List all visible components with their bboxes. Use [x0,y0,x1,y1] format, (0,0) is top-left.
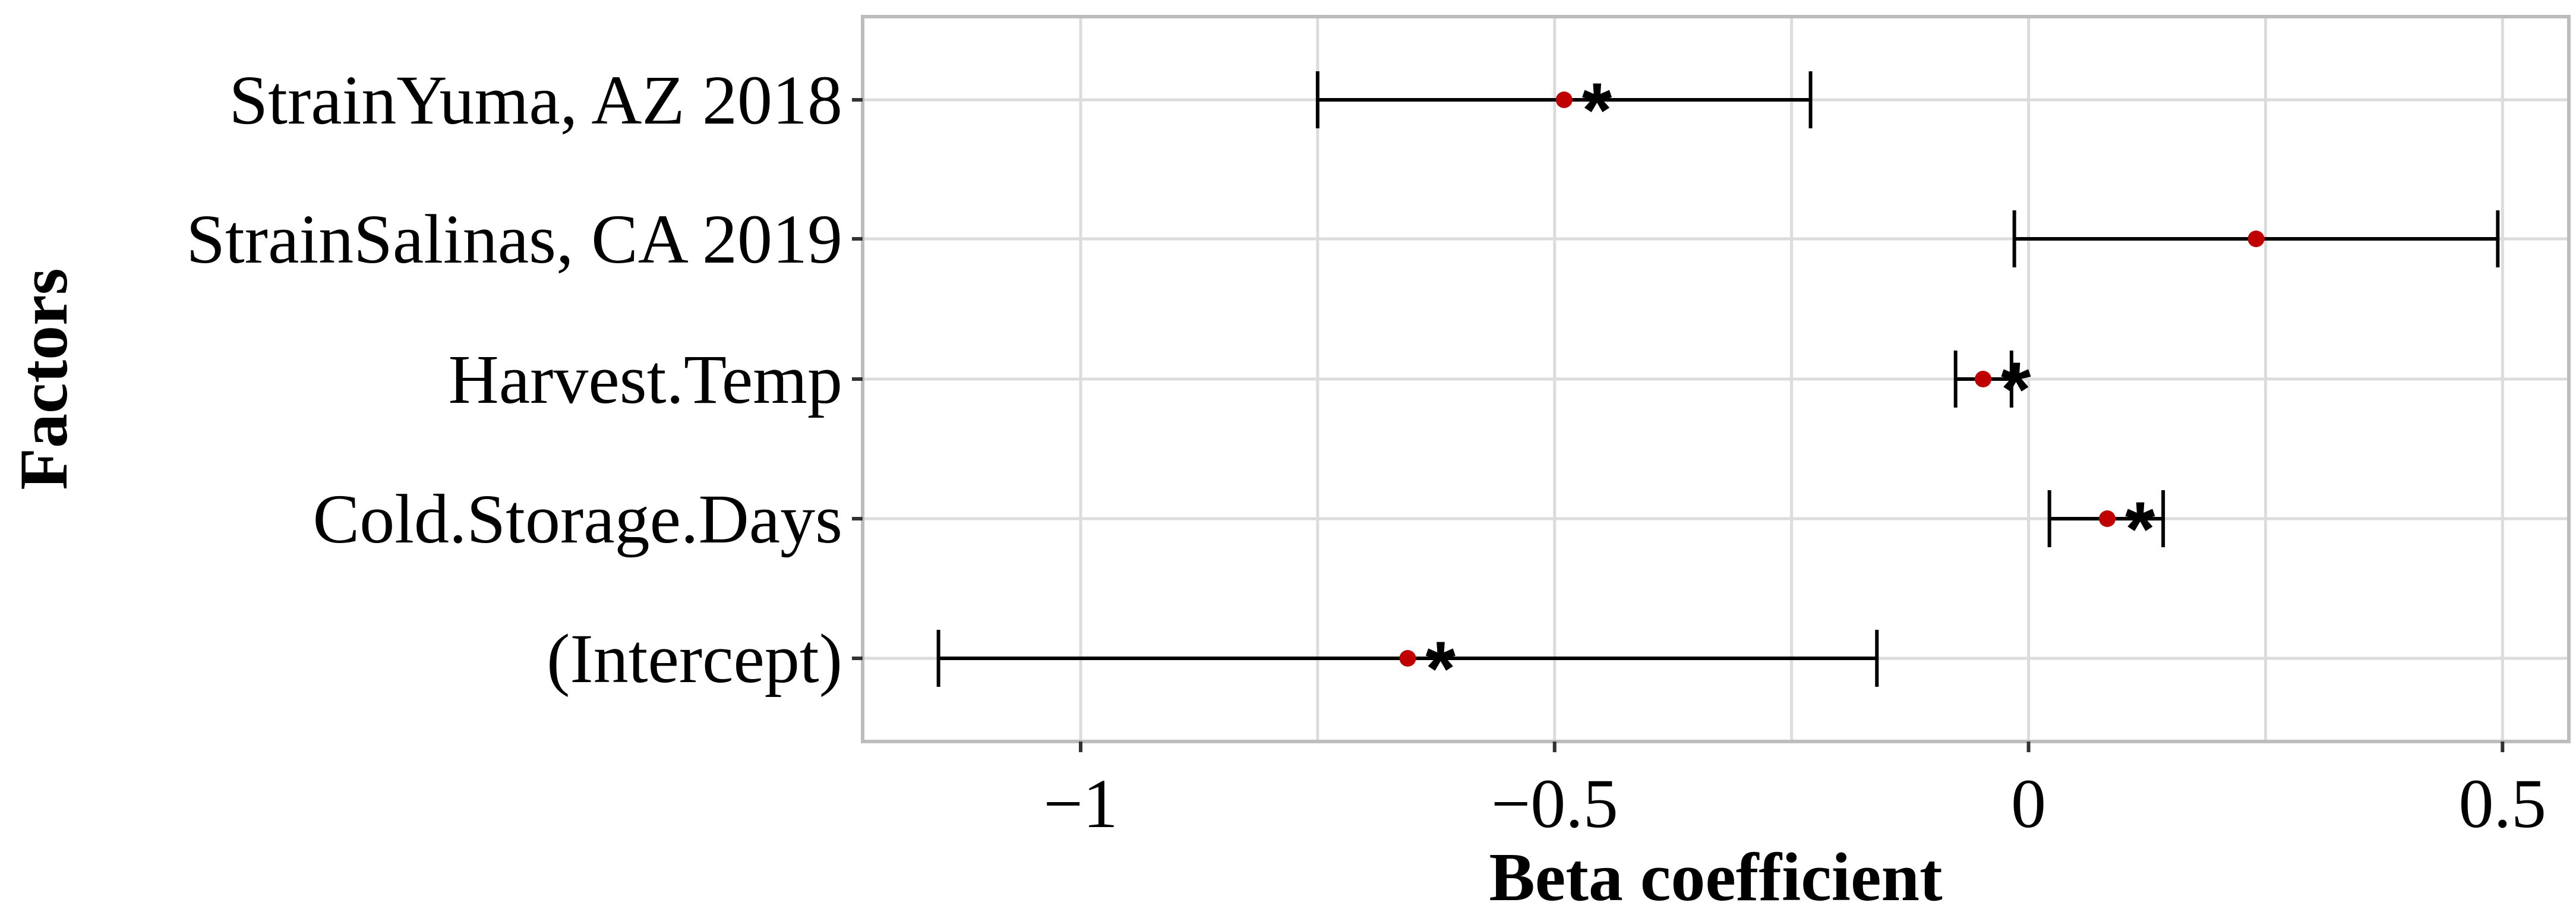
y-tick-label: Cold.Storage.Days [313,480,842,558]
estimate-point [2099,510,2116,527]
y-tick-label: StrainYuma, AZ 2018 [229,61,842,139]
x-tick-label: 0 [2011,765,2046,843]
x-ticks: −1 −0.5 0 0.5 [1043,742,2546,843]
x-tick-label: 0.5 [2459,765,2547,843]
x-tick-label: −0.5 [1491,765,1618,843]
y-tick-label: StrainSalinas, CA 2019 [186,200,842,278]
y-axis-title: Factors [6,268,82,490]
y-tick-label: (Intercept) [547,620,842,698]
x-tick-label: −1 [1043,765,1118,843]
x-axis-title: Beta coefficient [1489,840,1943,915]
y-tick-labels: StrainYuma, AZ 2018 StrainSalinas, CA 201… [186,61,863,698]
forest-plot: * * * * StrainYuma, AZ 2018 StrainSalinas, C… [0,0,2576,915]
grid [863,17,2569,742]
significance-star: * [1425,625,1456,712]
estimate-point [1556,91,1573,108]
y-tick-label: Harvest.Temp [449,340,842,418]
significance-star: * [1582,67,1612,153]
estimate-point [1399,650,1416,667]
estimate-point [1975,371,1991,387]
estimate-point [2247,231,2264,247]
estimate-points: * * * * [1399,67,2264,712]
significance-star: * [2125,485,2155,572]
significance-star: * [2001,346,2031,433]
